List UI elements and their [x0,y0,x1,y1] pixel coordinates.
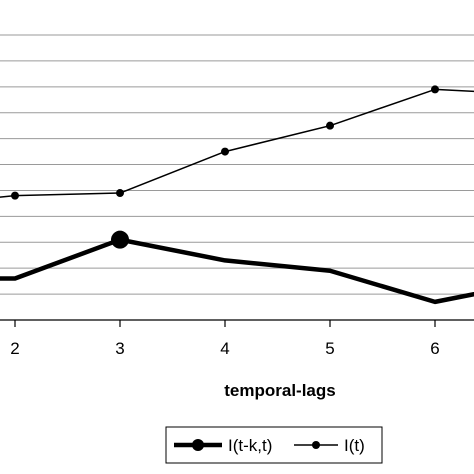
x-tick-labels: 2 3 4 5 6 [10,339,439,358]
series-1-point-2 [116,189,124,198]
x-tick-label-4: 6 [430,339,439,358]
gridlines [0,34,474,295]
series-line-0 [0,237,474,305]
series-0-point-2 [111,230,129,249]
series-1-point-5 [431,85,439,94]
legend-label-1: I(t) [344,436,365,455]
legend-swatch-marker-0 [192,439,204,451]
series-1-point-3 [221,147,229,156]
x-axis-title: temporal-lags [224,381,335,400]
legend-swatch-marker-1 [312,441,320,449]
x-tick-label-0: 2 [10,339,19,358]
series-line-1 [0,88,474,198]
axes [0,319,474,327]
x-tick-label-1: 3 [115,339,124,358]
legend: I(t-k,t) I(t) [165,426,383,464]
legend-label-0: I(t-k,t) [228,436,272,455]
series-group [0,85,474,305]
x-tick-label-3: 5 [325,339,334,358]
series-1-point-4 [326,121,334,130]
x-tick-label-2: 4 [220,339,229,358]
series-1-point-1 [11,191,19,200]
